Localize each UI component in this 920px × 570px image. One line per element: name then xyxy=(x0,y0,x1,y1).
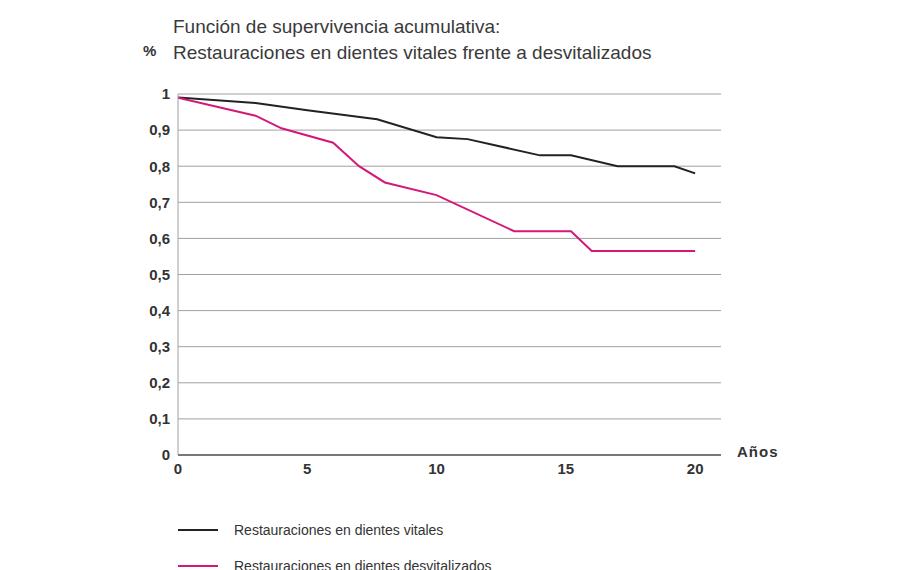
svg-text:15: 15 xyxy=(558,460,575,477)
svg-text:0,3: 0,3 xyxy=(149,338,170,355)
html-text:Función de supervivencia acumu: Función de supervivencia acumulativa: xyxy=(173,16,501,37)
svg-text:5: 5 xyxy=(303,460,311,477)
svg-text:0,5: 0,5 xyxy=(149,266,170,283)
svg-text:1: 1 xyxy=(162,85,170,102)
svg-text:0,8: 0,8 xyxy=(149,158,170,175)
svg-text:0,9: 0,9 xyxy=(149,121,170,138)
svg-text:0,4: 0,4 xyxy=(149,302,171,319)
svg-text:0,2: 0,2 xyxy=(149,374,170,391)
svg-text:0: 0 xyxy=(162,446,170,463)
svg-text:0,6: 0,6 xyxy=(149,230,170,247)
svg-text:0: 0 xyxy=(174,460,182,477)
svg-text:10: 10 xyxy=(428,460,445,477)
svg-text:0,7: 0,7 xyxy=(149,194,170,211)
svg-text:20: 20 xyxy=(687,460,704,477)
html-text:Restauraciones en dientes vita: Restauraciones en dientes vitales frente… xyxy=(173,42,652,63)
html-text:Restauraciones en dientes vita: Restauraciones en dientes vitales xyxy=(234,522,444,538)
html-text:Años: Años xyxy=(737,443,779,460)
svg-text:0,1: 0,1 xyxy=(149,410,170,427)
